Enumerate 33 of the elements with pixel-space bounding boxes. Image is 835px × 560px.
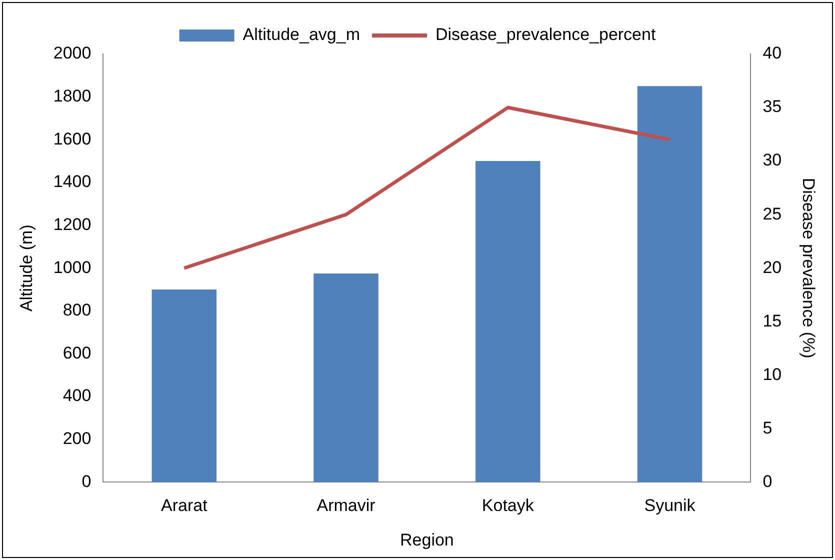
x-tick-label: Armavir (316, 496, 376, 516)
x-axis-title: Region (400, 530, 454, 550)
y2-tick-label: 15 (762, 311, 782, 330)
x-tick-label: Kotayk (482, 496, 534, 516)
legend-label: Disease_prevalence_percent (435, 25, 656, 44)
y-tick-label: 2000 (53, 44, 92, 63)
y2-tick-label: 20 (762, 258, 782, 277)
y2-tick-label: 30 (762, 150, 782, 170)
y-tick-label: 1600 (53, 129, 92, 148)
y-axis-title: Altitude (m) (16, 224, 36, 312)
y-tick-label: 800 (62, 300, 92, 320)
y-tick-label: 600 (62, 343, 92, 362)
bar (637, 86, 702, 482)
y2-axis-title: Disease prevalence (%) (799, 178, 818, 358)
bar (476, 161, 540, 482)
bar (152, 290, 217, 482)
y-tick-label: 1400 (53, 172, 92, 192)
y-tick-label: 1200 (53, 214, 92, 234)
y-tick-label: 0 (82, 472, 92, 491)
y2-tick-label: 10 (762, 364, 782, 384)
legend-label: Altitude_avg_m (242, 25, 360, 44)
x-tick-label: Syunik (644, 496, 696, 516)
y2-tick-label: 0 (762, 472, 772, 491)
x-tick-label: Ararat (161, 496, 208, 516)
y2-tick-label: 35 (762, 97, 782, 116)
y-tick-label: 400 (62, 386, 92, 406)
y-tick-label: 1800 (53, 86, 92, 106)
y2-tick-label: 25 (762, 204, 782, 224)
y2-tick-label: 40 (762, 44, 782, 63)
y2-tick-label: 5 (762, 418, 772, 438)
bar (314, 273, 378, 482)
y-tick-label: 1000 (53, 258, 92, 277)
y-tick-label: 200 (62, 429, 92, 448)
